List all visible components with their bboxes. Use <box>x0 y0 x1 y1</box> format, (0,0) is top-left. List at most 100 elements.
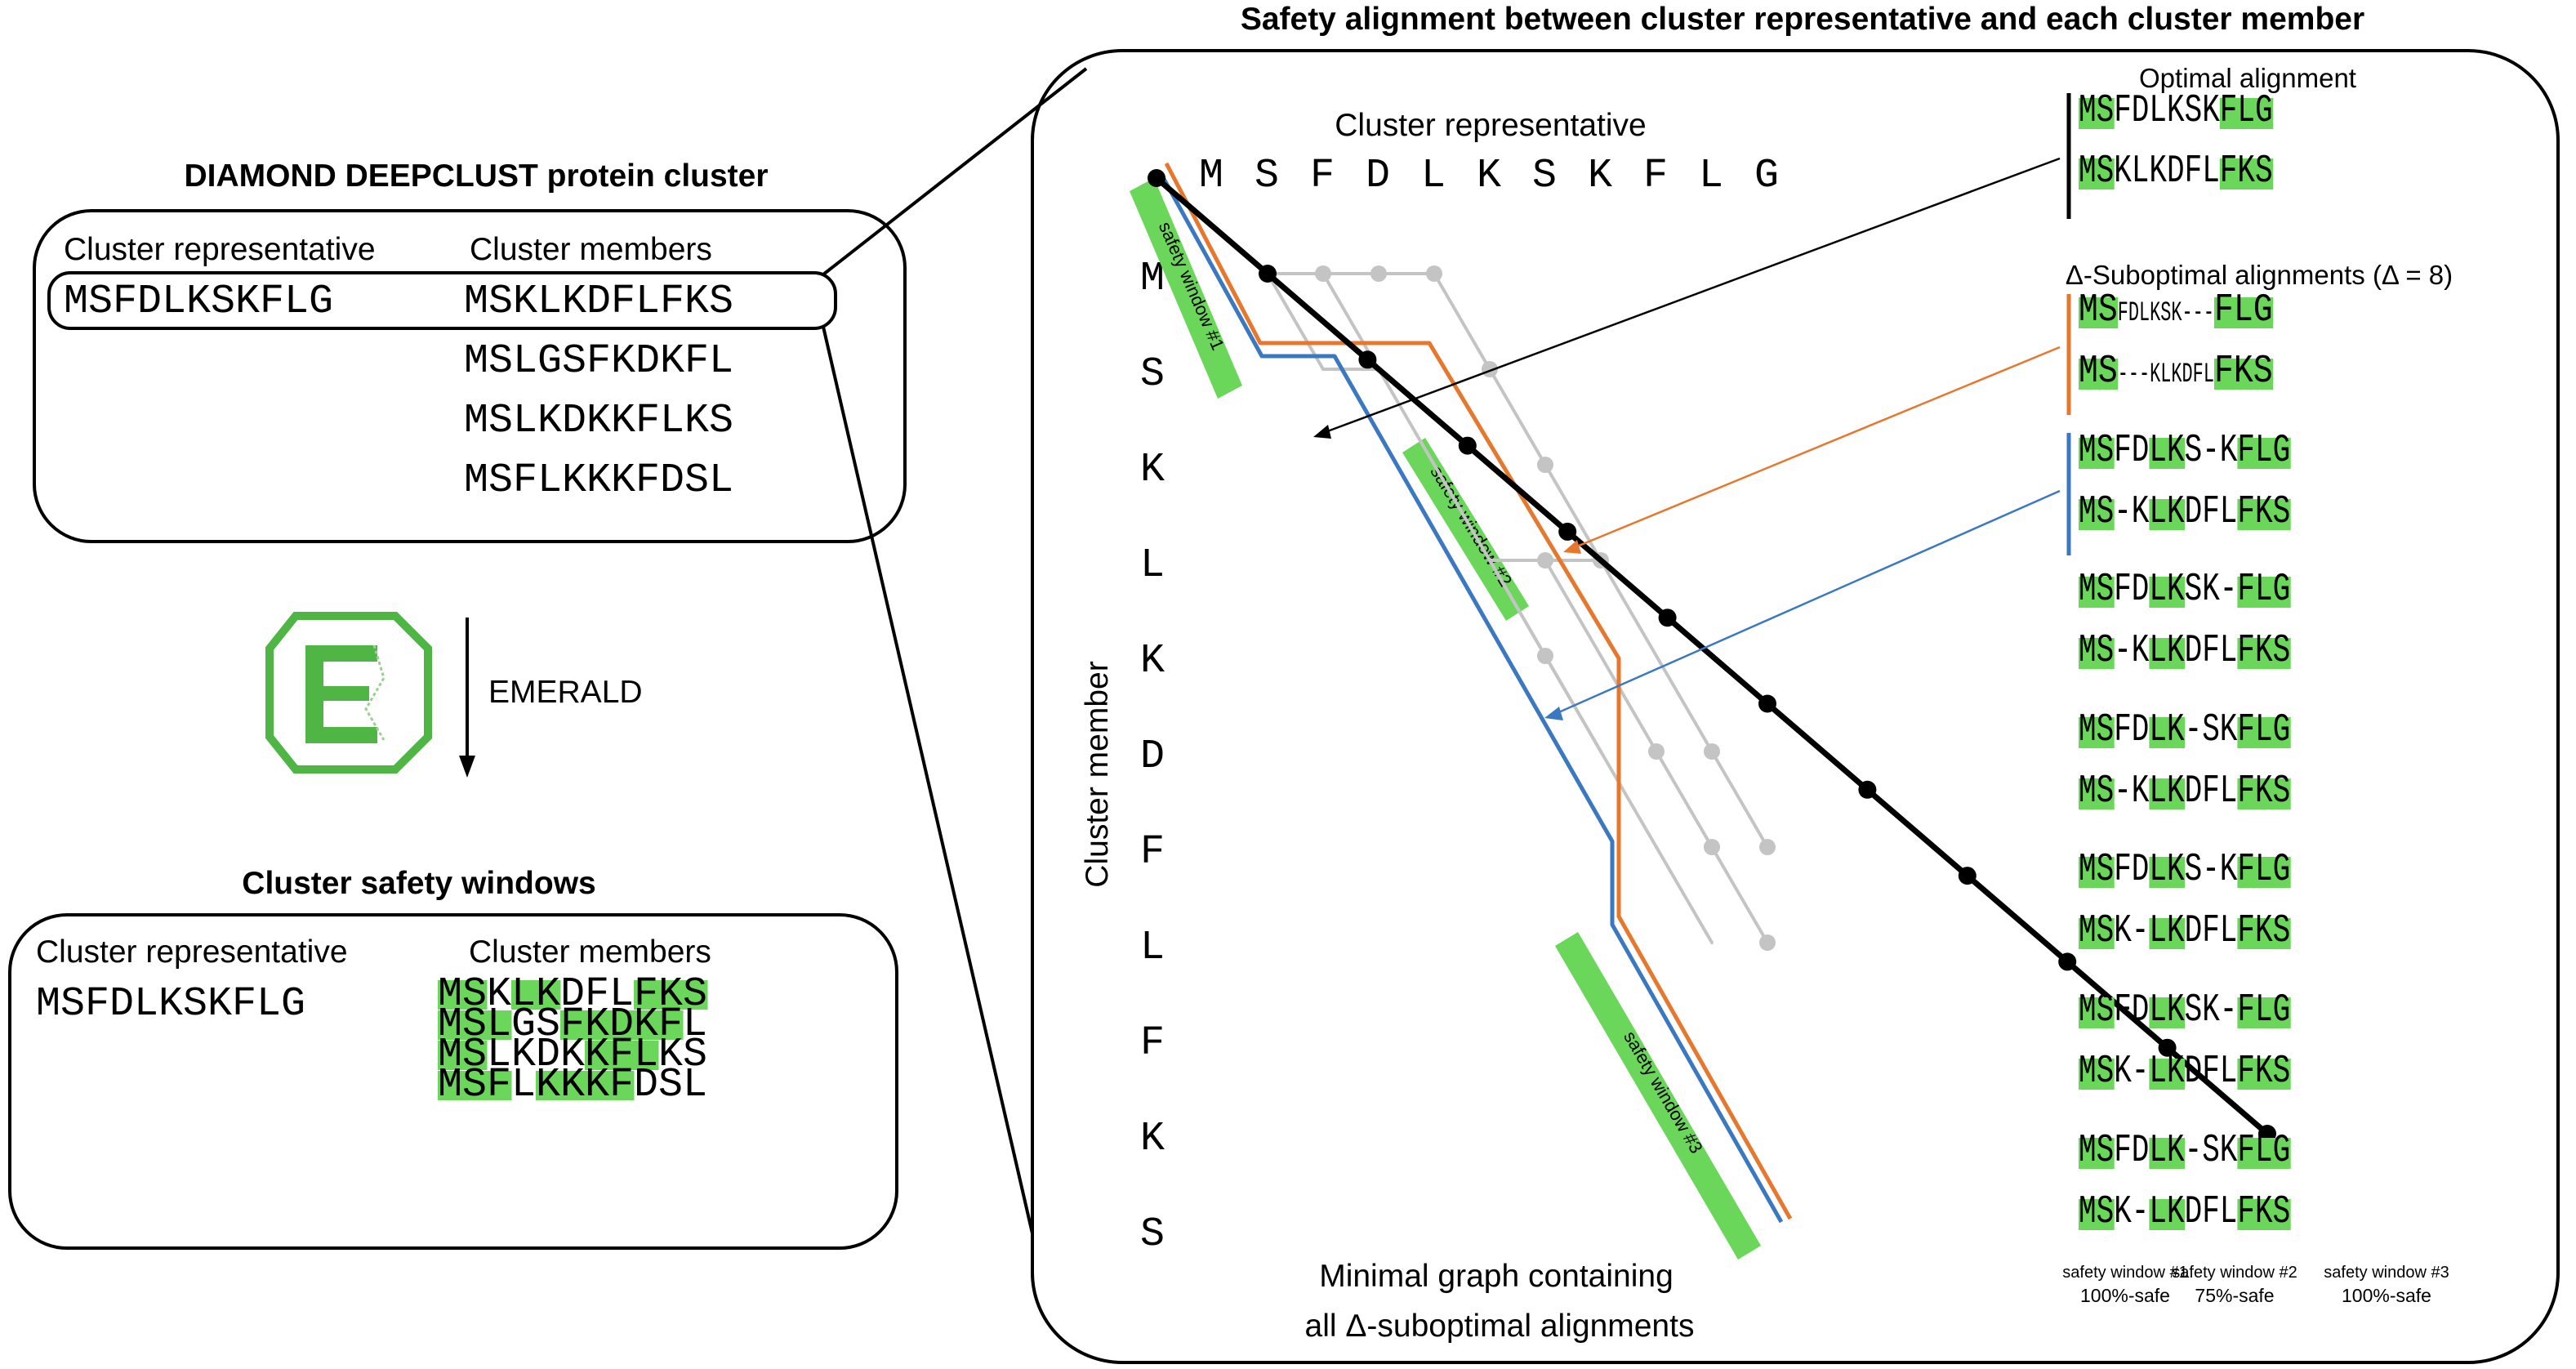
conserved-block-highlight <box>2219 98 2274 129</box>
gray-lattice-edge <box>1599 559 1714 753</box>
top-members-list: MSKLKDFLFKS MSLGSFKDKFL MSLKDKKFLKS MSFLKKK… <box>464 279 733 504</box>
alignment-segment: MS <box>2079 350 2118 394</box>
alignment-segment: K- <box>2114 1050 2149 1094</box>
conserved-block-highlight <box>2079 918 2115 949</box>
suboptimal-alignment-block: MS FD LK S-K FLG MS K- LK DFL FKS <box>2079 848 2291 953</box>
alignment-segment: FKS <box>2237 1050 2290 1094</box>
alignment-segment: DFL <box>2185 490 2238 534</box>
alignment-segment: FLG <box>2237 568 2290 612</box>
member-residue-label: F <box>1140 829 1165 876</box>
conserved-block-highlight <box>2237 778 2291 809</box>
conserved-block-highlight <box>2237 1138 2291 1169</box>
window-name-label: safety window #2 <box>2172 1264 2297 1282</box>
suboptimal-alignment-block: MS FD LK -SK FLG MS -K LK DFL FKS <box>2079 708 2291 814</box>
figure-title: Safety alignment between cluster represe… <box>1241 2 2364 37</box>
bottom-members-list: MSKLKDFLFKSMSLGSFKDKFLMSLKDKKFLKSMSFLKKK… <box>438 971 708 1108</box>
black-path-node <box>1758 694 1776 713</box>
safe-residue-highlight <box>585 1010 610 1040</box>
graph-caption-line1: Minimal graph containing <box>1319 1259 1674 1294</box>
member-residue-label: D <box>1140 734 1165 780</box>
conserved-block-highlight <box>2079 857 2115 888</box>
black-path-node <box>1148 169 1165 187</box>
emerald-logo-icon <box>265 612 432 774</box>
alignment-segment: ---KLKDFL <box>2118 359 2214 390</box>
safe-residue-highlight <box>585 1071 610 1100</box>
rep-residue-label: D <box>1366 153 1390 199</box>
alignment-segment: FKS <box>2214 350 2273 394</box>
safe-residue-highlight <box>462 1071 488 1100</box>
conserved-block-highlight <box>2079 98 2115 129</box>
graph-caption-line2: all Δ-suboptimal alignments <box>1305 1309 1695 1344</box>
alignment-segment: DFL <box>2185 1190 2238 1234</box>
alignment-segment: FD <box>2114 429 2149 473</box>
safe-residue-highlight <box>683 980 708 1010</box>
bottom-representative-sequence: MSFDLKSKFLG <box>36 981 305 1028</box>
gray-lattice-node <box>1759 934 1776 951</box>
alignment-segment: FKS <box>2237 909 2290 953</box>
alignment-segment: MS <box>2079 769 2114 814</box>
conserved-block-highlight <box>2079 499 2115 530</box>
conserved-block-highlight <box>2213 359 2274 390</box>
safe-residue-highlight <box>585 1041 610 1070</box>
alignment-segment: LK <box>2149 629 2184 673</box>
top-member-sequence: MSLKDKKFLKS <box>464 398 733 444</box>
conserved-block-highlight <box>2079 438 2115 469</box>
alignment-segment: SK- <box>2185 988 2238 1032</box>
bottom-members-header: Cluster members <box>469 934 711 970</box>
alignment-segment: FD <box>2114 568 2149 612</box>
gray-lattice-edge <box>1655 750 1714 849</box>
gray-lattice-node <box>1537 552 1553 569</box>
conserved-block-highlight <box>2237 638 2291 669</box>
alignment-segment: MS <box>2079 1050 2114 1094</box>
alignment-segment: K- <box>2114 1190 2149 1234</box>
blue-alignment-path <box>1157 170 1784 1224</box>
gray-lattice-node <box>1537 457 1553 473</box>
graph-member-label: Cluster member <box>1080 661 1115 887</box>
member-residue-label: L <box>1140 925 1165 971</box>
alignment-segment: MS <box>2079 909 2114 953</box>
alignment-segment: MS <box>2079 1129 2114 1173</box>
alignment-segment: LK <box>2149 769 2184 814</box>
alignment-segment: -SK <box>2185 708 2238 752</box>
safe-residue-highlight <box>609 1041 635 1070</box>
arrow-orange-to-path <box>1563 346 2061 554</box>
bottom-rep-header: Cluster representative <box>36 934 348 970</box>
conserved-block-highlight <box>2079 717 2115 748</box>
gray-lattice-node <box>1704 743 1720 760</box>
safe-residue-highlight <box>634 980 659 1010</box>
alignment-segment: LK <box>2149 909 2184 953</box>
alignment-segment: MS <box>2079 149 2114 194</box>
alignment-segment: FKS <box>2237 629 2290 673</box>
black-path-node <box>2058 952 2077 971</box>
alignment-segment: DFL <box>2185 1050 2238 1094</box>
top-members-header: Cluster members <box>470 232 712 267</box>
bottom-member-sequence: MSLKDKKFLKS <box>438 1032 707 1078</box>
alignment-segment: -K <box>2114 769 2149 814</box>
alignment-segment: DFL <box>2185 909 2238 953</box>
alignment-segment: FKS <box>2220 149 2273 194</box>
suboptimal-alignment-block: MS FD LK -SK FLG MS K- LK DFL FKS <box>2079 1129 2291 1234</box>
emerald-arrow-head <box>459 756 475 778</box>
gray-lattice-edge <box>1710 750 1769 849</box>
alignment-segment: MS <box>2079 568 2114 612</box>
alignment-segment: DFL <box>2185 629 2238 673</box>
graph-gray-lattice <box>1266 265 1776 951</box>
conserved-block-highlight <box>2079 1059 2115 1090</box>
conserved-block-highlight <box>2149 857 2186 888</box>
top-representative-sequence: MSFDLKSKFLG <box>64 279 333 325</box>
conserved-block-highlight <box>2079 158 2115 190</box>
alignment-segment: MS <box>2079 708 2114 752</box>
gray-lattice-node <box>1648 743 1665 760</box>
top-member-sequence: MSFLKKKFDSL <box>464 457 733 504</box>
emerald-label: EMERALD <box>488 675 643 710</box>
alignment-segment: MS <box>2079 288 2118 332</box>
gray-lattice-node <box>1704 839 1720 855</box>
safe-residue-highlight <box>462 1041 488 1070</box>
gray-lattice-edge <box>1710 845 1769 944</box>
black-path-node <box>1458 436 1477 455</box>
top-cluster-box <box>33 209 907 543</box>
conserved-block-highlight <box>2149 1199 2186 1230</box>
alignment-segment: S-K <box>2185 429 2238 473</box>
